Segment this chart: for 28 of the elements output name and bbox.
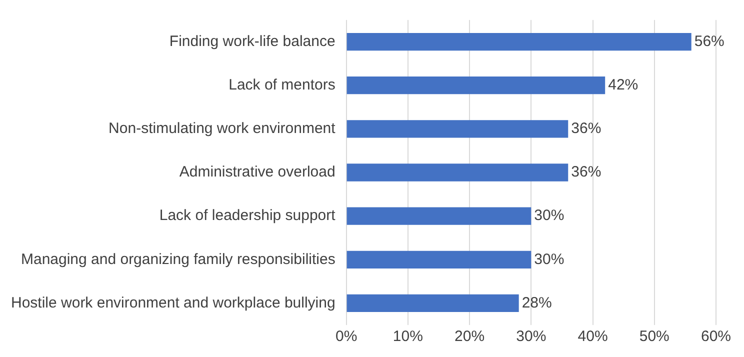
bar [346, 294, 519, 312]
y-tick-label: Finding work-life balance [169, 32, 336, 50]
x-tick-label: 30% [516, 328, 546, 346]
x-tick-label: 40% [578, 328, 608, 346]
bar [346, 76, 606, 94]
x-tick-label: 0% [335, 328, 358, 346]
data-label: 28% [522, 294, 552, 312]
bar [346, 250, 532, 268]
y-tick-label: Non-stimulating work environment [108, 120, 336, 138]
y-tick-label: Lack of leadership support [159, 207, 336, 224]
data-label: 42% [608, 76, 638, 94]
bar [346, 120, 568, 138]
y-tick-label: Administrative overload [179, 164, 336, 181]
data-label: 36% [571, 120, 602, 138]
y-tick-label: Hostile work environment and workplace bullying [10, 294, 336, 312]
y-tick-label: Lack of mentors [228, 76, 336, 94]
x-tick-label: 50% [639, 328, 670, 346]
data-label: 56% [694, 32, 724, 50]
data-label: 30% [534, 207, 564, 224]
x-tick-label: 10% [392, 328, 423, 346]
bar [346, 164, 568, 182]
x-tick-label: 60% [700, 328, 732, 346]
bar [346, 207, 532, 225]
x-tick-label: 20% [454, 328, 485, 346]
y-tick-label: Managing and organizing family responsibilities [20, 250, 336, 268]
data-label: 30% [534, 250, 564, 268]
bar [346, 32, 692, 51]
data-label: 36% [571, 164, 602, 181]
